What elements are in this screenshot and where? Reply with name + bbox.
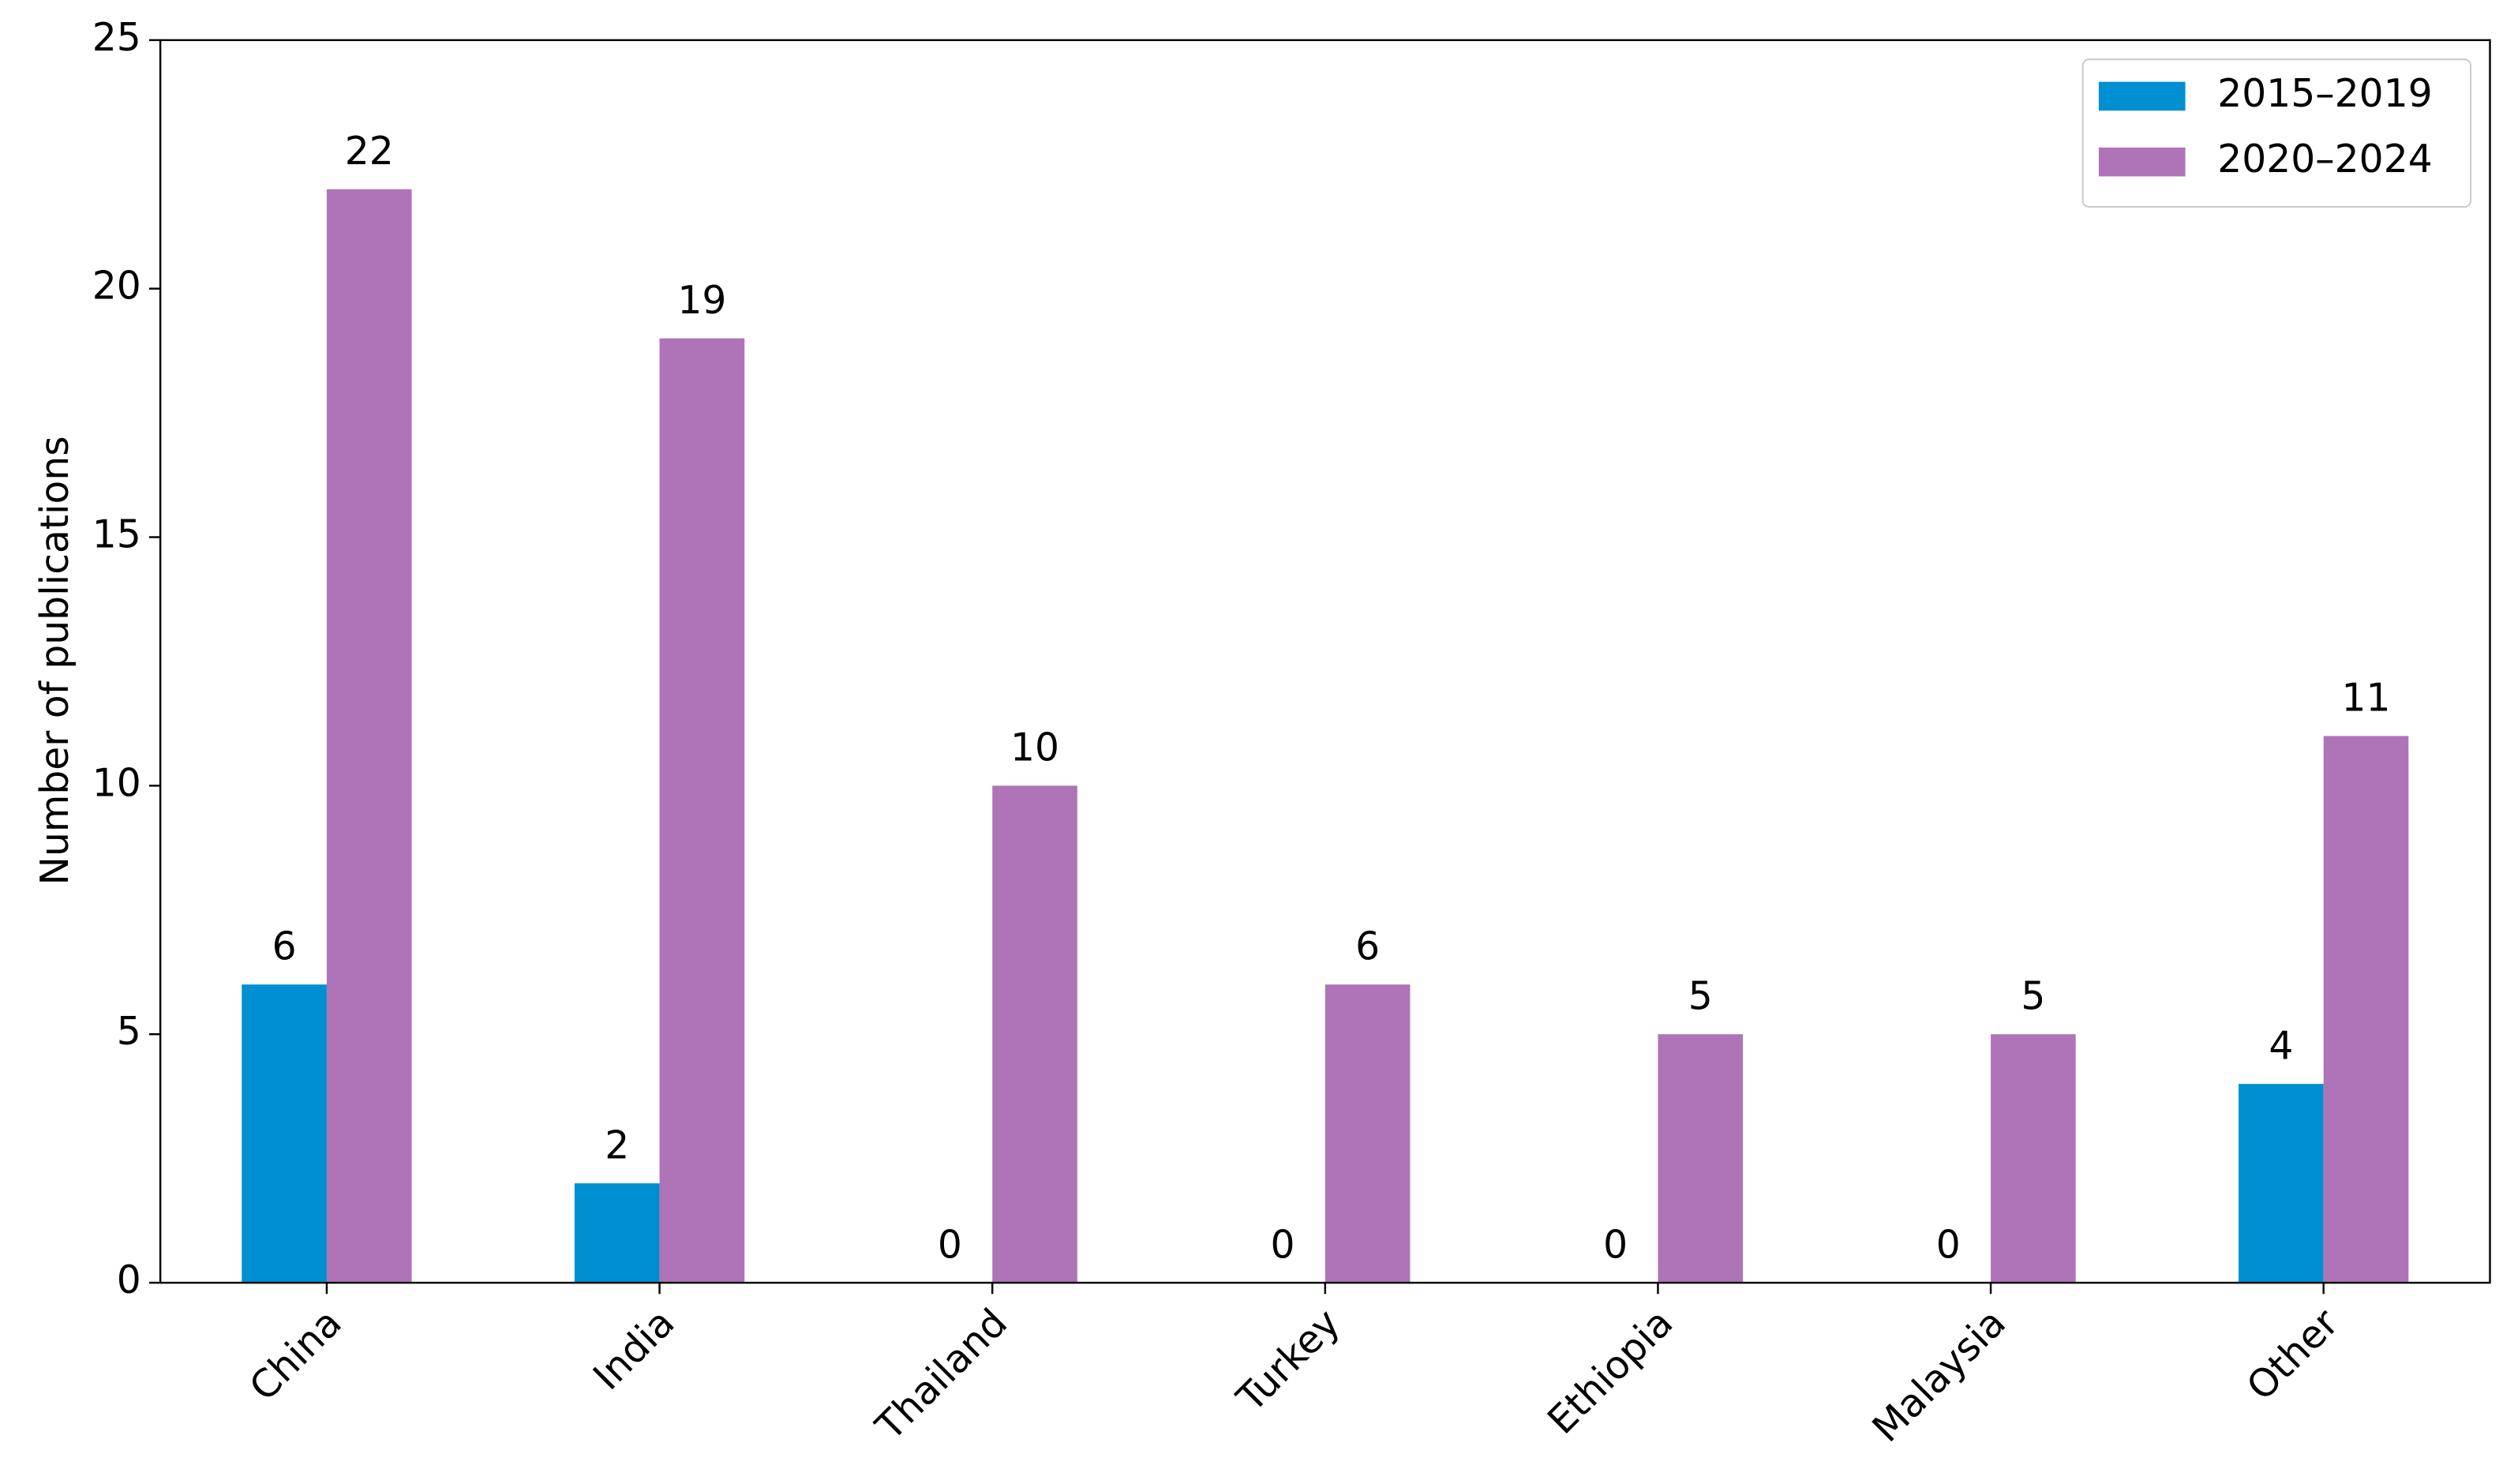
value-label: 6 (1355, 925, 1380, 969)
value-label: 10 (1010, 726, 1059, 770)
value-label: 5 (1688, 975, 1713, 1019)
x-tick-label: India (585, 1301, 683, 1399)
legend: 2015–2019 2020–2024 (2081, 58, 2472, 208)
x-tick-label: Turkey (1228, 1301, 1348, 1421)
bar (992, 785, 1077, 1284)
bar (574, 1183, 660, 1284)
bar (1991, 1034, 2076, 1284)
legend-swatch (2098, 147, 2186, 177)
bar (242, 984, 327, 1284)
bar (1324, 984, 1411, 1284)
legend-label: 2015–2019 (2217, 72, 2433, 116)
bar (659, 338, 745, 1284)
y-tick-label: 5 (117, 1010, 141, 1054)
plot-frame (159, 39, 2491, 1284)
value-label: 0 (1936, 1223, 1961, 1267)
y-tick-label: 10 (92, 761, 141, 805)
x-tick-label: China (242, 1301, 350, 1410)
value-label: 5 (2021, 975, 2045, 1019)
y-tick-label: 20 (92, 264, 141, 309)
value-label: 19 (677, 279, 726, 323)
value-label: 22 (345, 129, 394, 174)
bar (1658, 1034, 1744, 1284)
legend-swatch (2098, 81, 2186, 111)
y-axis-label: Number of publications (33, 436, 77, 885)
y-tick-label: 25 (92, 16, 141, 60)
value-label: 0 (938, 1223, 962, 1267)
y-tick-label: 0 (117, 1258, 141, 1302)
x-tick-label: Thailand (867, 1301, 1016, 1449)
bar (2239, 1084, 2324, 1284)
y-tick-label: 15 (92, 513, 141, 557)
legend-label: 2020–2024 (2217, 137, 2433, 182)
x-tick-label: Malaysia (1864, 1301, 2014, 1451)
bar (2323, 736, 2409, 1284)
value-label: 6 (272, 925, 297, 969)
value-label: 0 (1603, 1223, 1628, 1267)
value-label: 11 (2342, 676, 2391, 721)
value-label: 2 (605, 1123, 629, 1167)
x-tick-label: Ethiopia (1539, 1301, 1681, 1443)
bar (326, 189, 412, 1284)
value-label: 0 (1270, 1223, 1294, 1267)
value-label: 4 (2269, 1024, 2293, 1068)
x-tick-label: Other (2239, 1300, 2347, 1409)
